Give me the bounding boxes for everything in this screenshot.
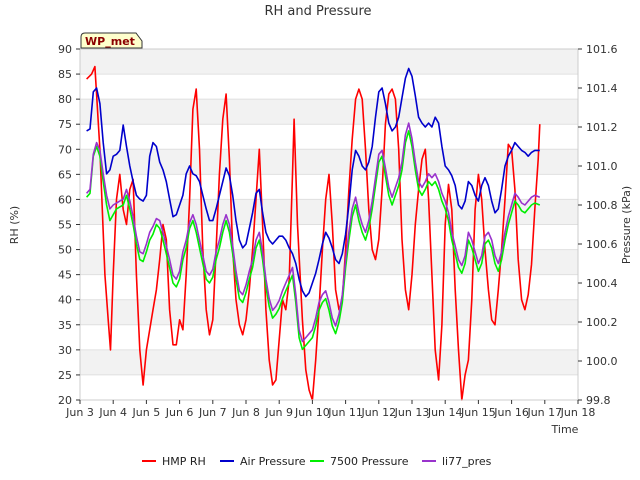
x-axis-title: Time xyxy=(551,423,579,436)
y-left-tick-label: 50 xyxy=(58,244,72,257)
legend-label: HMP RH xyxy=(162,455,206,468)
y-right-tick-label: 100.2 xyxy=(586,316,618,329)
x-tick-label: Jun 3 xyxy=(65,406,94,419)
y-axis-left: 20 25 30 35 40 45 50 55 60 65 70 75 80 85 90 xyxy=(58,43,80,407)
legend-item: li77_pres xyxy=(422,455,492,468)
grid-band xyxy=(80,374,578,400)
grid-band xyxy=(80,124,578,150)
y-axis-right-title: Pressure (kPa) xyxy=(620,186,633,264)
y-left-tick-label: 60 xyxy=(58,193,72,206)
y-left-tick-label: 90 xyxy=(58,43,72,56)
grid-band xyxy=(80,74,578,100)
y-right-tick-label: 101.6 xyxy=(586,43,618,56)
x-tick-label: Jun 9 xyxy=(264,406,293,419)
x-tick-label: Jun 16 xyxy=(493,406,529,419)
legend-label: 7500 Pressure xyxy=(330,455,409,468)
y-right-tick-label: 99.8 xyxy=(586,394,611,407)
x-tick-label: Jun 11 xyxy=(327,406,363,419)
x-tick-label: Jun 10 xyxy=(294,406,330,419)
y-right-tick-label: 100.4 xyxy=(586,277,618,290)
y-right-tick-label: 100.8 xyxy=(586,199,618,212)
y-left-tick-label: 75 xyxy=(58,118,72,131)
y-left-tick-label: 85 xyxy=(58,68,72,81)
station-badge-label: WP_met xyxy=(85,35,135,48)
y-left-tick-label: 45 xyxy=(58,269,72,282)
background-bands xyxy=(80,48,578,401)
grid-band xyxy=(80,49,578,75)
x-tick-label: Jun 18 xyxy=(560,406,596,419)
legend-label: li77_pres xyxy=(442,455,492,468)
x-tick-label: Jun 5 xyxy=(132,406,161,419)
y-left-tick-label: 35 xyxy=(58,319,72,332)
legend-item: 7500 Pressure xyxy=(310,455,409,468)
chart-title: RH and Pressure xyxy=(264,4,371,19)
legend: HMP RH Air Pressure 7500 Pressure li77_pres xyxy=(142,455,492,468)
x-tick-label: Jun 12 xyxy=(360,406,396,419)
y-axis-left-title: RH (%) xyxy=(8,206,21,244)
grid-band xyxy=(80,349,578,375)
x-tick-label: Jun 17 xyxy=(526,406,562,419)
y-right-tick-label: 101.0 xyxy=(586,160,618,173)
station-badge: WP_met xyxy=(80,32,143,49)
y-left-tick-label: 80 xyxy=(58,93,72,106)
y-left-tick-label: 70 xyxy=(58,143,72,156)
grid-band xyxy=(80,274,578,300)
x-tick-label: Jun 14 xyxy=(427,406,463,419)
y-left-tick-label: 40 xyxy=(58,294,72,307)
x-axis: Jun 3 Jun 4 Jun 5 Jun 6 Jun 7 Jun 8 Jun 9 Jun 1… xyxy=(65,400,595,419)
x-tick-label: Jun 13 xyxy=(394,406,430,419)
x-tick-label: Jun 7 xyxy=(198,406,227,419)
y-left-tick-label: 55 xyxy=(58,219,72,232)
series-line-7500-pressure xyxy=(85,130,541,351)
x-tick-label: Jun 4 xyxy=(98,406,127,419)
y-axis-right: 99.8 100.0 100.2 100.4 100.6 100.8 101.0 101.2 1… xyxy=(578,43,618,407)
y-right-tick-label: 100.6 xyxy=(586,238,618,251)
x-tick-label: Jun 15 xyxy=(460,406,496,419)
y-left-tick-label: 30 xyxy=(58,344,72,357)
y-right-tick-label: 101.4 xyxy=(586,82,618,95)
x-tick-label: Jun 6 xyxy=(165,406,194,419)
legend-label: Air Pressure xyxy=(240,455,306,468)
grid-band xyxy=(80,149,578,175)
y-right-tick-label: 100.0 xyxy=(586,355,618,368)
y-left-tick-label: 20 xyxy=(58,394,72,407)
legend-item: HMP RH xyxy=(142,455,206,468)
y-left-tick-label: 65 xyxy=(58,168,72,181)
series-lines xyxy=(85,65,541,401)
y-right-tick-label: 101.2 xyxy=(586,121,618,134)
x-tick-label: Jun 8 xyxy=(231,406,260,419)
grid-band xyxy=(80,324,578,350)
grid-band xyxy=(80,99,578,125)
legend-item: Air Pressure xyxy=(220,455,306,468)
series-line-li77-pres xyxy=(85,122,541,343)
y-left-tick-label: 25 xyxy=(58,369,72,382)
series-line-hmp-rh xyxy=(86,65,541,401)
series-line-air-pressure xyxy=(86,67,540,298)
